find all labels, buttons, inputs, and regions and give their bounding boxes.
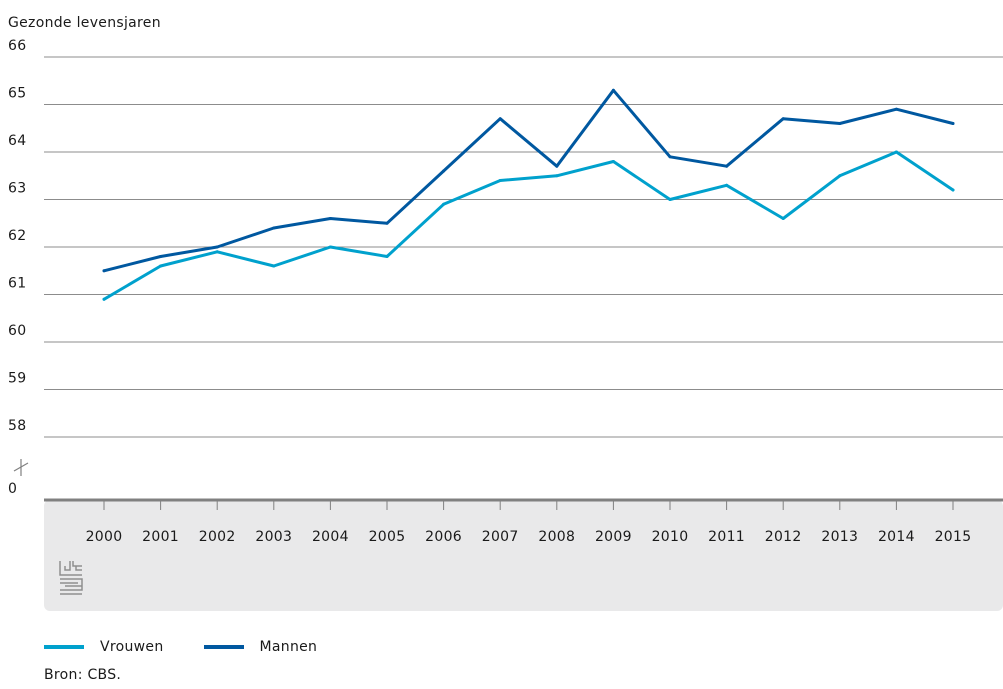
- x-tick-label: 2003: [255, 529, 292, 545]
- legend-item-mannen: Mannen: [203, 639, 318, 655]
- x-tick-label: 2004: [312, 529, 349, 545]
- y-tick-label: 0: [8, 481, 17, 497]
- data-point-vrouwen: [272, 264, 276, 268]
- series-lines: [102, 88, 955, 301]
- data-point-mannen: [442, 169, 446, 173]
- legend-label-mannen: Mannen: [259, 639, 318, 655]
- y-tick-label: 66: [8, 38, 26, 54]
- legend-label-vrouwen: Vrouwen: [100, 639, 164, 655]
- y-tick-label: 63: [8, 181, 26, 197]
- data-point-vrouwen: [159, 264, 163, 268]
- data-point-mannen: [781, 117, 785, 121]
- data-point-mannen: [894, 107, 898, 111]
- y-tick-label: 64: [8, 133, 26, 149]
- data-point-vrouwen: [668, 198, 672, 201]
- x-tick-label: 2001: [142, 529, 179, 545]
- x-tick-label: 2005: [369, 529, 406, 545]
- data-point-mannen: [555, 164, 559, 168]
- data-point-mannen: [611, 88, 615, 92]
- data-point-mannen: [498, 117, 502, 121]
- x-tick-label: 2013: [821, 529, 858, 545]
- data-point-vrouwen: [442, 202, 446, 206]
- x-tick-label: 2008: [538, 529, 575, 545]
- data-point-vrouwen: [328, 245, 332, 249]
- y-axis-title: Gezonde levensjaren: [8, 15, 161, 31]
- source-note: Bron: CBS.: [44, 667, 122, 683]
- x-tick-label: 2010: [652, 529, 689, 545]
- data-point-vrouwen: [894, 150, 898, 154]
- data-point-vrouwen: [385, 255, 389, 258]
- x-tick-label: 2012: [765, 529, 802, 545]
- y-tick-label: 65: [8, 86, 26, 102]
- data-point-vrouwen: [498, 179, 502, 182]
- data-point-mannen: [159, 255, 163, 258]
- x-tick-label: 2011: [708, 529, 745, 545]
- x-tick-label: 2014: [878, 529, 915, 545]
- data-point-mannen: [385, 221, 389, 225]
- data-point-vrouwen: [725, 183, 729, 187]
- y-tick-label: 61: [8, 276, 26, 292]
- y-tick-labels: 66 65 64 63 62 61 60 59 58 0: [8, 38, 26, 497]
- data-point-vrouwen: [102, 297, 106, 301]
- series-line-mannen: [102, 88, 955, 273]
- data-point-vrouwen: [838, 174, 842, 178]
- data-point-vrouwen: [781, 217, 785, 220]
- data-point-vrouwen: [555, 174, 559, 178]
- x-tick-label: 2007: [482, 529, 519, 545]
- x-tick-label: 2000: [86, 529, 123, 545]
- legend: Vrouwen Mannen: [44, 639, 357, 655]
- x-tick-label: 2002: [199, 529, 236, 545]
- data-point-vrouwen: [951, 188, 955, 192]
- x-tick-labels: 2000 2001 2002 2003 2004 2005 2006 2007 2008 2009…: [86, 501, 972, 545]
- data-point-mannen: [838, 122, 842, 125]
- x-tick-label: 2009: [595, 529, 632, 545]
- y-tick-label: 59: [8, 371, 26, 387]
- y-tick-label: 60: [8, 323, 26, 339]
- legend-swatch-mannen: [203, 645, 244, 649]
- data-point-vrouwen: [215, 250, 219, 254]
- data-point-mannen: [102, 269, 106, 273]
- cbs-logo-icon: [59, 561, 83, 595]
- x-tick-label: 2006: [425, 529, 462, 545]
- grid-lines: [44, 56, 1003, 502]
- data-point-mannen: [951, 122, 955, 125]
- data-point-vrouwen: [611, 160, 615, 163]
- legend-swatch-vrouwen: [44, 645, 84, 649]
- data-point-mannen: [272, 226, 276, 230]
- data-point-mannen: [668, 155, 672, 159]
- data-point-mannen: [725, 164, 729, 168]
- data-point-mannen: [328, 217, 332, 220]
- x-tick-label: 2015: [935, 529, 972, 545]
- series-line-vrouwen: [102, 150, 955, 301]
- data-point-mannen: [215, 245, 219, 249]
- y-tick-label: 62: [8, 228, 26, 244]
- y-tick-label: 58: [8, 418, 26, 434]
- axis-break-icon: [13, 459, 29, 476]
- x-axis-panel: [44, 500, 1003, 611]
- legend-item-vrouwen: Vrouwen: [44, 639, 164, 655]
